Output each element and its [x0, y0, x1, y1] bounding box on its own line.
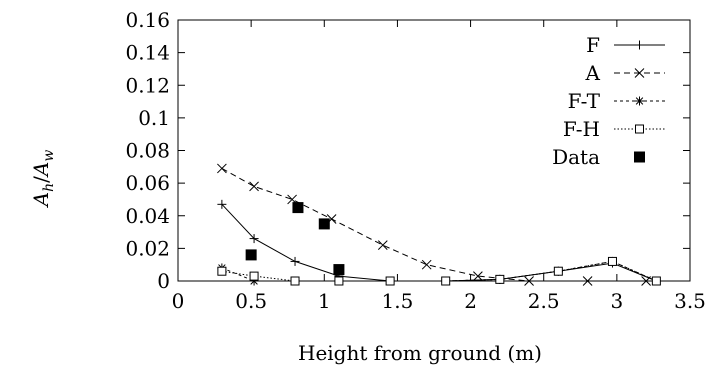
y-tick-label: 0.08	[125, 139, 170, 163]
data-point-data	[292, 202, 304, 214]
y-tick-label: 0.1	[138, 106, 170, 130]
series-line-a	[221, 167, 647, 282]
y-axis-label: Ah/Aw	[29, 150, 57, 209]
data-point-a	[421, 259, 432, 270]
data-point-f-h	[651, 276, 661, 286]
legend-marker	[635, 124, 644, 134]
data-point-f-h	[441, 276, 451, 286]
series-f	[217, 199, 661, 286]
x-axis: 0 0.5 1 1.5 2 2.5 3 3.5	[172, 20, 706, 313]
data-point-data	[333, 264, 345, 276]
x-tick-label: 1.5	[382, 289, 414, 313]
y-tick-label: 0	[157, 269, 170, 293]
y-tick-label: 0.04	[125, 204, 170, 228]
y-axis-label-sub-1: h	[41, 183, 57, 192]
data-point-f-h	[217, 266, 227, 276]
data-point-a	[377, 240, 388, 250]
data-point-f-h	[385, 276, 395, 286]
legend-label: A	[585, 61, 601, 85]
data-point-a	[249, 181, 259, 192]
data-point-a	[217, 163, 227, 174]
data-point-f	[217, 199, 227, 209]
legend-label: Data	[552, 145, 600, 169]
legend-entry-a: A	[585, 61, 665, 85]
y-axis-label-denominator: A	[29, 162, 53, 178]
legend-entry-data: Data	[552, 145, 645, 169]
series-line-f	[221, 203, 657, 282]
plot-area	[177, 19, 691, 282]
data-point-a	[524, 276, 534, 286]
data-point-f	[290, 256, 300, 266]
data-point-f	[249, 234, 259, 244]
data-point-f-h	[553, 266, 563, 276]
y-tick-label: 0.12	[125, 73, 170, 97]
legend-label: F	[586, 33, 600, 57]
y-tick-label: 0.14	[125, 41, 170, 65]
data-point-a	[473, 271, 483, 281]
y-axis: 0 0.02 0.04 0.06 0.08 0.1 0.12 0.14 0.16	[125, 8, 690, 293]
x-axis-label: Height from ground (m)	[298, 341, 542, 365]
data-point-f-h	[290, 276, 300, 286]
legend-marker	[634, 151, 645, 163]
x-tick-label: 0	[172, 289, 185, 313]
series-f-h	[217, 256, 661, 286]
data-point-data	[245, 249, 257, 261]
legend: FA F-T F-H Data	[552, 33, 665, 169]
x-tick-label: 0.5	[235, 289, 267, 313]
x-tick-label: 2.5	[528, 289, 560, 313]
y-tick-label: 0.02	[125, 236, 170, 260]
legend-entry-f-h: F-H	[563, 117, 665, 141]
y-axis-label-slash: /	[29, 176, 53, 183]
data-point-f-h	[334, 276, 344, 286]
legend-marker	[634, 68, 645, 78]
y-axis-label-sub-2: w	[41, 150, 57, 162]
x-tick-label: 3	[610, 289, 623, 313]
legend-entry-f: F	[586, 33, 665, 57]
y-tick-label: 0.06	[125, 171, 170, 195]
series-data	[245, 202, 345, 276]
data-point-f-h	[249, 271, 259, 281]
y-tick-label: 0.16	[125, 8, 170, 32]
legend-entry-f-t: F-T	[568, 89, 665, 113]
series-a	[217, 163, 651, 286]
x-tick-label: 2	[464, 289, 477, 313]
data-point-a	[582, 276, 593, 286]
plot-border	[177, 19, 691, 282]
y-axis-label-main: A	[29, 192, 53, 208]
legend-label: F-T	[568, 89, 601, 113]
legend-marker	[635, 96, 644, 106]
x-tick-label: 3.5	[674, 289, 706, 313]
data-point-data	[318, 218, 330, 230]
series-line-f-h	[221, 260, 657, 282]
data-point-f-h	[607, 256, 617, 266]
data-point-f-h	[495, 274, 505, 284]
legend-marker	[635, 40, 644, 50]
legend-label: F-H	[563, 117, 600, 141]
x-tick-label: 1	[318, 289, 331, 313]
series-layer	[217, 163, 661, 286]
